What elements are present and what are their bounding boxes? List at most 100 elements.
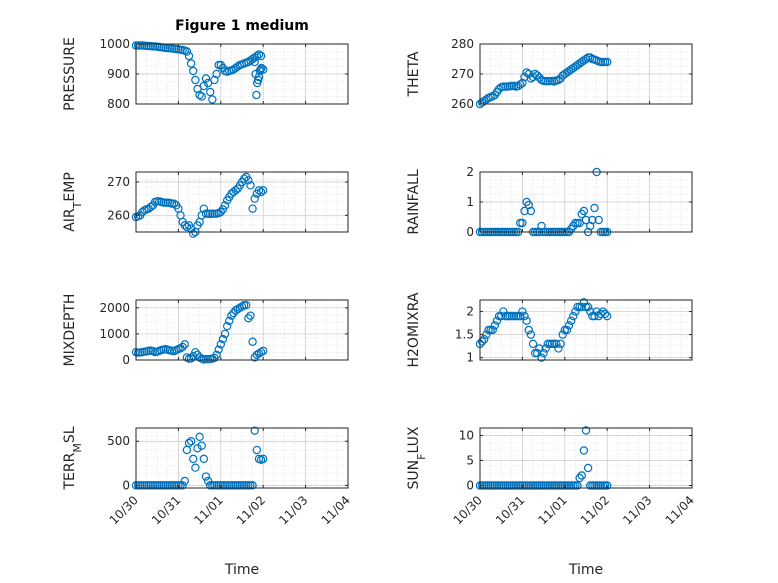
data-point [533, 71, 542, 80]
data-point [569, 311, 578, 321]
data-point [248, 204, 257, 213]
data-point [581, 215, 591, 225]
axes-box [135, 299, 349, 361]
subplot-mixdepth: 0 1000 2000 MIXDEPTH [62, 294, 349, 367]
data-point [218, 334, 228, 344]
data-point [203, 476, 213, 486]
data-point [518, 218, 527, 228]
data-point [216, 207, 225, 217]
data-point [231, 186, 240, 195]
data-point [239, 174, 249, 183]
data-point [526, 206, 536, 216]
data-point [180, 476, 189, 486]
data-point [577, 471, 586, 480]
data-point [189, 229, 198, 238]
y-tick-label: 5 [466, 454, 474, 468]
y-axis-label: SUNFLUX [406, 426, 428, 489]
data-point [222, 321, 232, 331]
data-point [520, 206, 529, 216]
data-point [169, 199, 179, 208]
data-point [201, 74, 211, 83]
x-axis-label: Time [568, 562, 603, 578]
data-point [499, 307, 508, 316]
data-point [197, 92, 206, 101]
data-point [516, 80, 525, 89]
x-axis-label: Time [224, 562, 259, 578]
data-point [182, 353, 192, 362]
data-point [497, 311, 506, 321]
subplot-pressure: 800 900 1000 PRESSURE Figure 1 medium [62, 18, 349, 111]
y-tick-label: 1 [466, 351, 474, 365]
data-point [528, 339, 538, 349]
data-point [598, 307, 608, 316]
y-tick-label: 1.5 [455, 328, 474, 342]
data-point [254, 50, 264, 59]
y-tick-label: 1 [466, 195, 474, 209]
data-point [552, 339, 561, 349]
data-point [182, 222, 192, 232]
data-point [254, 349, 264, 358]
y-tick-label: 10 [459, 429, 474, 443]
data-point [189, 454, 198, 464]
data-point [252, 90, 261, 100]
subplot-h2omixra: 1 1.5 2 H2OMIXRA [406, 292, 693, 368]
data-point [256, 51, 266, 61]
data-point [248, 481, 257, 490]
data-point [573, 481, 582, 490]
data-point [186, 437, 196, 446]
data-point [579, 206, 589, 216]
data-point [490, 321, 500, 330]
chart-title: Figure 1 medium [175, 18, 309, 34]
data-point [186, 354, 196, 363]
data-point [488, 325, 497, 335]
data-point [189, 66, 198, 76]
data-point [579, 298, 589, 307]
data-point [199, 204, 209, 213]
data-point [205, 87, 215, 97]
data-point [138, 207, 147, 217]
data-point [237, 302, 247, 311]
data-point [248, 337, 257, 346]
data-point [594, 215, 603, 225]
data-point [477, 337, 487, 346]
axes-box [135, 427, 349, 489]
data-point [178, 342, 187, 352]
y-axis-label: MIXDEPTH [62, 294, 78, 367]
y-axis-label: H2OMIXRA [406, 292, 422, 367]
data-point [180, 221, 189, 230]
data-point [191, 463, 200, 472]
data-point [588, 215, 597, 225]
data-point [195, 432, 204, 442]
data-point [254, 72, 264, 82]
y-axis-label: THETA [406, 51, 422, 97]
y-axis-label: TERRMSL [62, 426, 84, 490]
data-point [216, 340, 225, 349]
y-tick-label: 800 [107, 97, 130, 111]
data-point [233, 304, 242, 314]
data-point [252, 350, 262, 359]
data-point [492, 316, 502, 325]
data-point [554, 75, 563, 85]
y-axis-label: AIRTEMP [62, 172, 84, 232]
data-point [603, 57, 612, 67]
data-point [579, 446, 589, 455]
y-tick-label: 900 [107, 67, 130, 81]
data-point [256, 347, 266, 357]
data-point [603, 481, 612, 490]
data-point [571, 307, 580, 316]
data-point [564, 321, 574, 330]
data-point [184, 51, 194, 61]
data-point [256, 187, 266, 197]
data-point [193, 444, 202, 453]
data-point [603, 311, 612, 321]
data-point [231, 306, 240, 315]
data-point [227, 311, 236, 320]
axes-box [479, 427, 693, 489]
data-point [244, 176, 253, 185]
data-point [562, 325, 572, 335]
data-point [244, 314, 253, 323]
data-point [586, 307, 595, 316]
